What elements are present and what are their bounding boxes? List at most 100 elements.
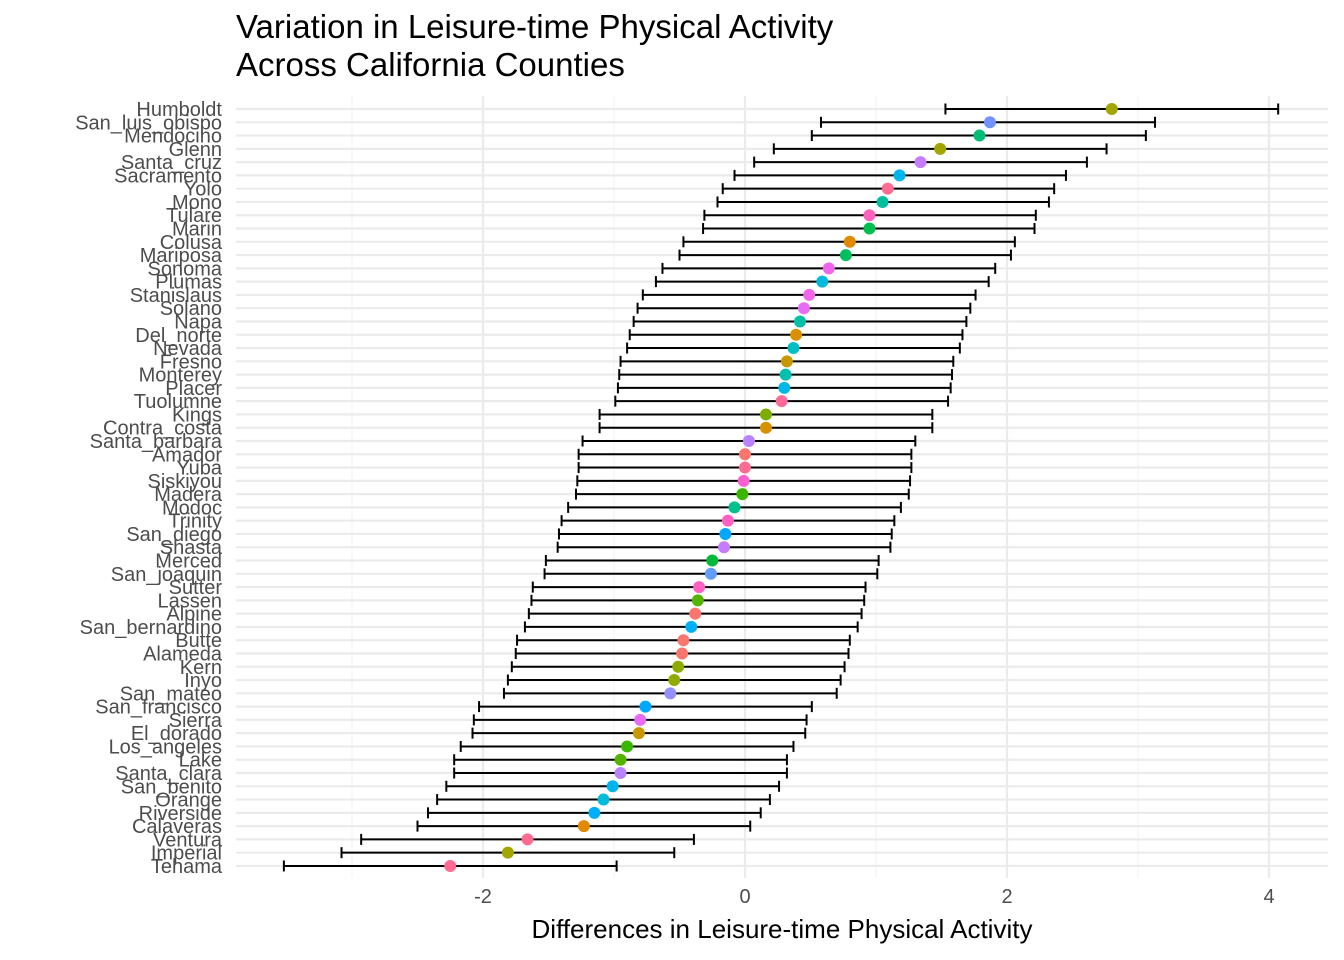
y-tick-label: Alpine <box>166 604 222 626</box>
data-point <box>797 302 810 315</box>
chart-title-line-1: Variation in Leisure-time Physical Activ… <box>236 8 834 45</box>
data-point <box>816 275 829 288</box>
data-point <box>739 448 751 461</box>
y-tick-label: Del_norte <box>135 325 222 347</box>
y-tick-label: San_bernardino <box>80 617 222 639</box>
y-tick-label: Kings <box>172 404 222 426</box>
data-point <box>704 567 717 580</box>
y-tick-label: Siskiyou <box>148 471 222 493</box>
y-tick-label: Modoc <box>162 497 222 519</box>
y-tick-label: Napa <box>174 311 223 333</box>
x-tick-label: 2 <box>1001 886 1012 908</box>
data-point <box>718 541 731 554</box>
data-point <box>893 169 906 182</box>
y-tick-label: San_mateo <box>120 683 222 705</box>
data-point <box>664 687 677 700</box>
y-tick-label: Trinity <box>168 511 222 533</box>
y-tick-label: Calaveras <box>132 816 222 838</box>
y-tick-label: San_diego <box>126 524 222 546</box>
error-bars <box>282 103 1280 872</box>
y-tick-label: Nevada <box>153 338 223 360</box>
y-tick-label: Marin <box>172 219 222 241</box>
y-tick-label: Sutter <box>169 577 223 599</box>
y-tick-label: Mendocino <box>124 126 222 148</box>
data-point <box>839 249 852 262</box>
y-tick-label: Sonoma <box>148 258 223 280</box>
data-point <box>728 501 741 514</box>
y-tick-label: Stanislaus <box>130 285 222 307</box>
x-axis-title: Differences in Leisure-time Physical Act… <box>532 914 1033 944</box>
x-tick-label: 0 <box>739 886 750 908</box>
data-point <box>843 235 856 248</box>
data-point <box>693 581 706 594</box>
data-point <box>501 846 514 859</box>
data-point <box>794 315 807 328</box>
y-tick-label: Monterey <box>139 365 222 387</box>
y-tick-label: Plumas <box>155 272 222 294</box>
y-tick-label: Imperial <box>151 843 222 865</box>
chart-title: Variation in Leisure-time Physical Activ… <box>236 8 833 84</box>
y-tick-label: Madera <box>154 484 223 506</box>
data-point <box>606 780 619 793</box>
y-tick-label: Amador <box>152 444 222 466</box>
y-tick-label: Sierra <box>169 710 223 732</box>
data-point <box>676 647 689 660</box>
y-tick-label: Tulare <box>166 205 222 227</box>
y-tick-label: Contra_costa <box>103 418 223 440</box>
y-tick-label: Placer <box>165 378 222 400</box>
y-tick-label: Alameda <box>143 643 223 665</box>
y-tick-label: Humboldt <box>136 99 222 121</box>
x-tick-label: 4 <box>1263 886 1274 908</box>
data-points <box>444 103 1118 872</box>
data-point <box>736 488 749 501</box>
data-point <box>577 820 590 833</box>
y-tick-label: Riverside <box>139 803 222 825</box>
data-point <box>803 288 816 301</box>
data-point <box>597 793 610 806</box>
y-tick-label: Colusa <box>160 232 223 254</box>
data-point <box>632 727 645 740</box>
y-tick-label: Los_angeles <box>109 736 222 758</box>
y-tick-label: Tuolumne <box>134 391 222 413</box>
y-tick-label: Lassen <box>158 590 223 612</box>
y-tick-label: Ventura <box>153 829 223 851</box>
data-point <box>621 740 634 753</box>
data-point <box>790 328 803 341</box>
x-tick-label: -2 <box>474 886 492 908</box>
data-point <box>876 195 889 208</box>
data-point <box>588 806 601 819</box>
y-tick-label: Yolo <box>184 179 222 201</box>
y-tick-label: Mono <box>172 192 222 214</box>
data-point <box>685 620 698 633</box>
data-point <box>780 355 793 368</box>
y-tick-label: Butte <box>175 630 222 652</box>
data-point <box>983 116 996 129</box>
y-tick-label: Glenn <box>169 139 222 161</box>
y-tick-label: Santa_cruz <box>121 152 222 174</box>
y-tick-label: San_francisco <box>95 697 222 719</box>
data-point <box>719 527 732 540</box>
y-tick-label: Yuba <box>176 458 222 480</box>
y-tick-label: Tehama <box>151 856 223 878</box>
y-tick-label: El_dorado <box>131 723 222 745</box>
y-tick-label: Inyo <box>184 670 222 692</box>
data-point <box>672 660 685 673</box>
y-tick-label: Santa_barbara <box>90 431 223 453</box>
y-tick-label: Merced <box>155 551 222 573</box>
data-point <box>1105 103 1118 115</box>
y-tick-label: Kern <box>180 657 222 679</box>
y-tick-label: Fresno <box>160 351 222 373</box>
y-tick-label: Santa_clara <box>115 763 223 785</box>
y-tick-label: San_benito <box>121 776 222 798</box>
x-axis-labels: -2 0 2 4 <box>474 886 1274 908</box>
data-point <box>689 607 702 620</box>
data-point <box>759 421 772 434</box>
y-tick-label: Sacramento <box>114 165 222 187</box>
data-point <box>444 859 457 872</box>
data-point <box>778 381 791 394</box>
data-point <box>634 713 647 726</box>
data-point <box>775 395 788 408</box>
data-point <box>521 833 534 846</box>
data-point <box>863 209 876 222</box>
